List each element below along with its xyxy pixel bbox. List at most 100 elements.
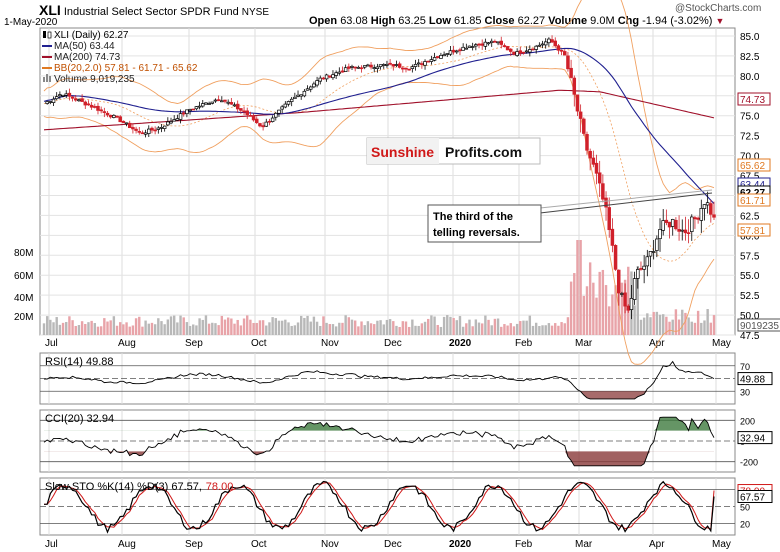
sto-title-d-value: 78.00 [206, 481, 234, 493]
candle-body [124, 122, 129, 125]
candle-body [61, 95, 65, 97]
price-tick-label: 50.0 [740, 311, 760, 322]
volume-bar [512, 326, 516, 335]
month-label-top: May [712, 338, 731, 349]
month-label-bottom: Nov [321, 539, 339, 550]
candle-body [162, 125, 167, 129]
month-label-bottom: Aug [118, 539, 136, 550]
candle-body [410, 66, 415, 69]
month-label-top: 2020 [449, 338, 472, 349]
volume-bar [163, 324, 166, 335]
volume-bar [249, 319, 252, 335]
volume-bar [595, 297, 598, 335]
candle-body [372, 67, 376, 69]
volume-bar [398, 326, 401, 335]
volume-bar [214, 323, 217, 335]
volume-bar [614, 285, 617, 335]
candle-body [543, 41, 548, 46]
symbol-label: XLI [39, 2, 61, 18]
volume-bar [588, 262, 592, 335]
candle-body [283, 103, 288, 108]
candle-body [347, 66, 351, 69]
volume-bar [166, 319, 170, 335]
volume-bar [706, 309, 709, 335]
candle-body [588, 150, 592, 159]
volume-bar [103, 318, 106, 335]
indicator-tick-label: -200 [740, 458, 758, 468]
candle-body [636, 269, 640, 279]
candle-body [563, 51, 567, 56]
volume-bar [77, 325, 81, 335]
volume-bar [684, 312, 687, 335]
candle-body [483, 41, 488, 47]
candle-body [670, 219, 675, 227]
candle-body [223, 99, 227, 102]
volume-bar [633, 305, 636, 335]
annotation-text-line1: The third of the [433, 211, 513, 223]
volume-bar [74, 325, 77, 335]
volume-bar [427, 318, 430, 335]
volume-bar [373, 324, 376, 335]
volume-bar [528, 315, 532, 335]
volume-bar [80, 321, 84, 335]
legend-entry: MA(50) 63.44 [54, 41, 115, 52]
value-tag-label: 9019235 [740, 321, 779, 332]
volume-bar [522, 320, 525, 335]
volume-bar [211, 322, 214, 335]
close-value: 62.27 [517, 15, 546, 27]
month-label-bottom: Sep [185, 539, 203, 550]
ma50-line [43, 47, 715, 204]
volume-bar [55, 317, 58, 335]
candle-body [242, 110, 246, 113]
volume-bar [45, 316, 49, 335]
candle-body [108, 114, 113, 118]
volume-bar [436, 324, 439, 335]
candle-body [661, 220, 665, 231]
volume-bar [284, 319, 287, 335]
volume-bar [239, 325, 243, 335]
volume-bar [557, 325, 560, 335]
watermark-profits: Profits.com [445, 144, 522, 160]
price-tick-label: 85.0 [740, 32, 760, 43]
candle-body [607, 207, 611, 231]
candle-body [597, 172, 602, 184]
candle-body [712, 214, 716, 218]
candle-body [416, 62, 421, 65]
candle-body [274, 112, 278, 118]
candle-body [461, 46, 465, 51]
candle-body [677, 229, 681, 232]
candle-body [337, 71, 342, 74]
legend-entry: MA(200) 74.73 [54, 52, 121, 63]
volume-bar [277, 320, 281, 335]
volume-bar [646, 313, 649, 335]
candle-body [420, 63, 424, 65]
rsi-value-label: 49.88 [740, 375, 765, 386]
volume-bar [655, 311, 659, 335]
volume-bar [598, 271, 601, 335]
candle-body [629, 298, 634, 310]
volume-bar [188, 325, 192, 335]
candle-body [702, 204, 707, 209]
cci-title: CCI(20) 32.94 [45, 413, 114, 425]
candle-body [575, 94, 580, 112]
volume-bar [255, 322, 258, 335]
candle-body [216, 99, 221, 102]
candle-body [455, 50, 459, 53]
candle-body [229, 102, 234, 105]
candle-body [197, 105, 202, 108]
candle-body [235, 103, 240, 110]
volume-bar [677, 319, 681, 335]
candle-body [397, 63, 402, 68]
ma200-line [43, 89, 715, 131]
ohlc-readout: Open 63.08 High 63.25 Low 61.85 Close 62… [309, 15, 724, 27]
volume-bar [90, 320, 93, 335]
candle-body [102, 111, 107, 113]
volume-bar [515, 323, 519, 335]
value-tag [737, 223, 771, 237]
volume-bar [147, 323, 150, 335]
volume-bar [604, 285, 608, 335]
volume-bar [395, 325, 398, 335]
candle-body [690, 216, 694, 232]
candle-body [601, 183, 605, 200]
